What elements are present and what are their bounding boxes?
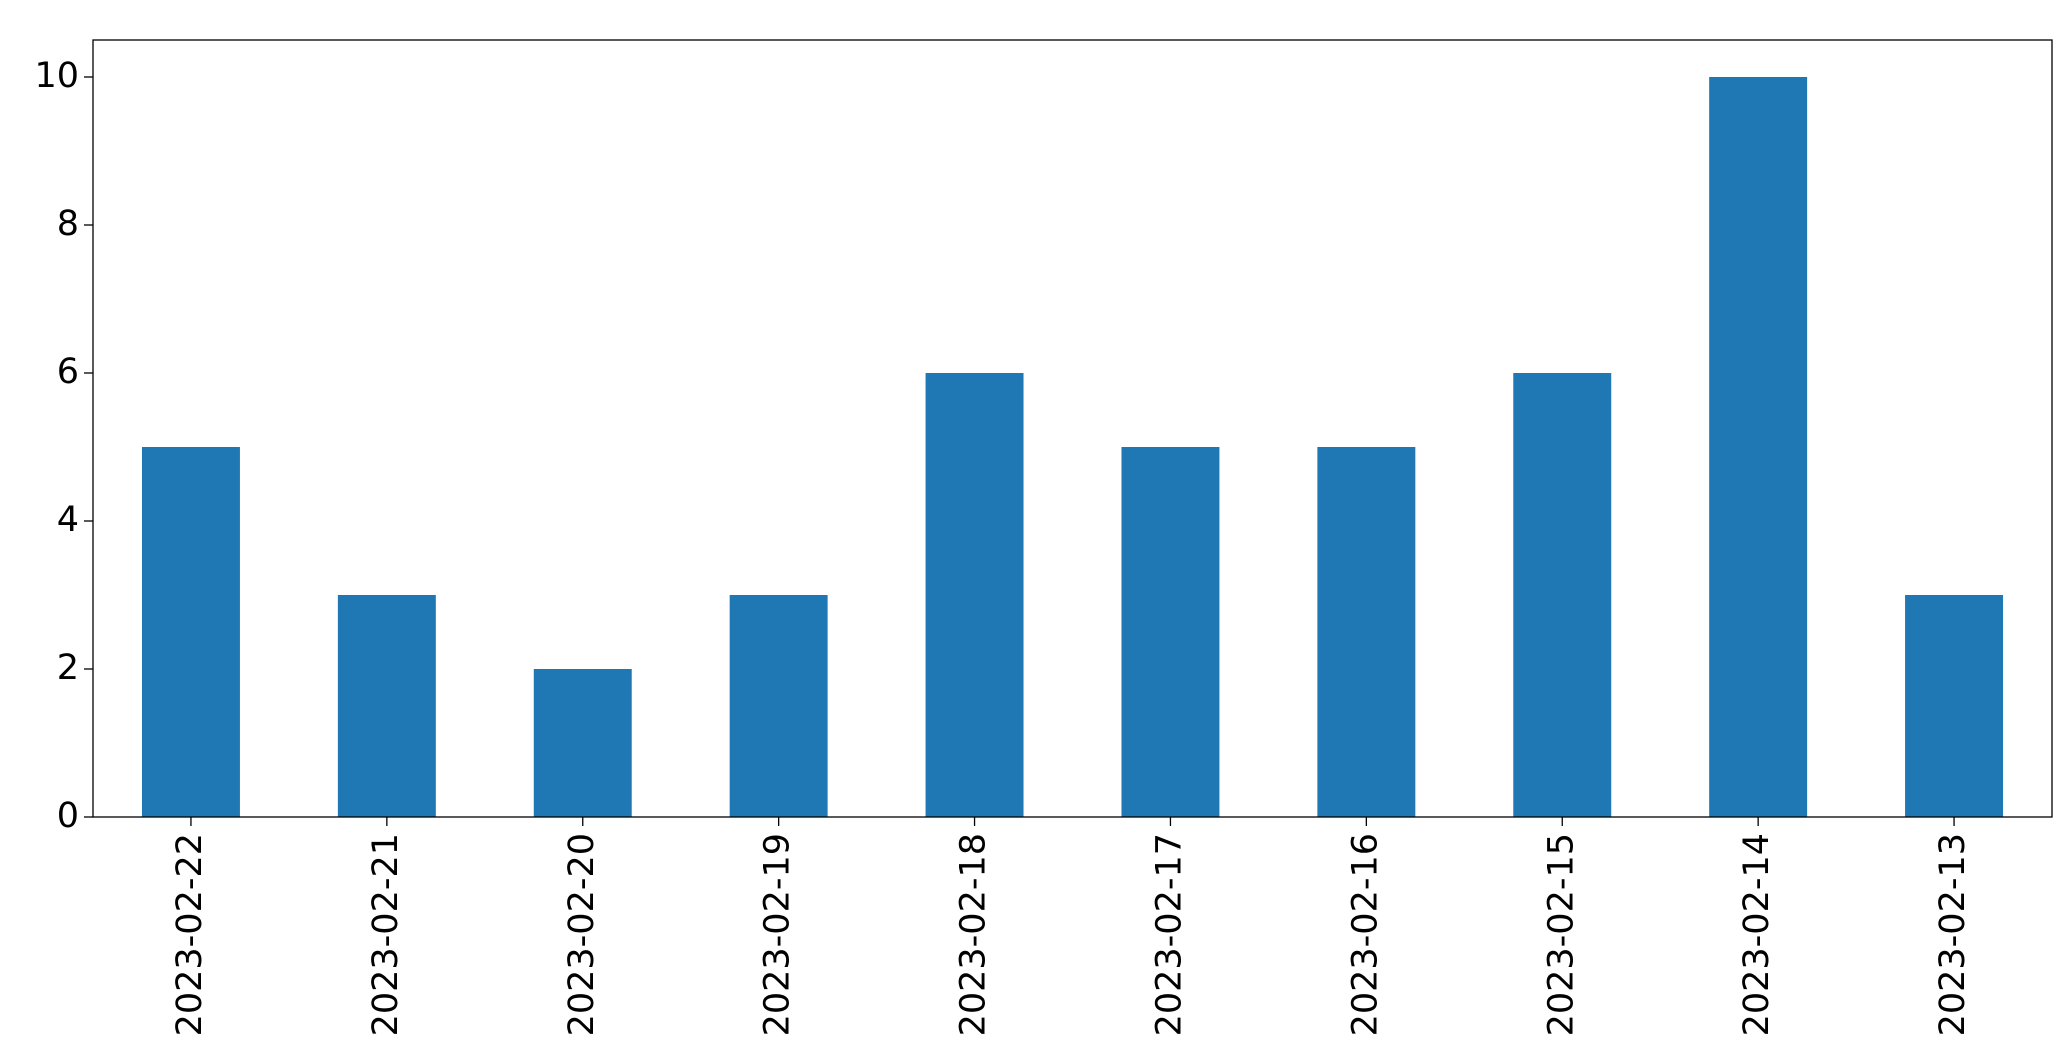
x-tick-label: 2023-02-19 [758, 833, 798, 1036]
x-tick-label: 2023-02-20 [562, 833, 602, 1036]
bar [1513, 373, 1612, 817]
x-tick-label: 2023-02-13 [1933, 833, 1973, 1036]
bar [1121, 447, 1220, 817]
x-tick-label: 2023-02-14 [1737, 833, 1777, 1036]
bar [1317, 447, 1416, 817]
x-tick-label: 2023-02-21 [366, 833, 406, 1036]
x-tick-label: 2023-02-22 [170, 833, 210, 1036]
y-tick-label: 8 [57, 204, 79, 244]
bar [1905, 595, 2004, 817]
x-tick-label: 2023-02-18 [954, 833, 994, 1036]
bar [1709, 77, 1808, 817]
y-tick-label: 2 [57, 648, 79, 688]
bar [729, 595, 828, 817]
x-tick-label: 2023-02-15 [1541, 833, 1581, 1036]
y-tick-label: 10 [34, 56, 79, 96]
bar [337, 595, 436, 817]
bar [925, 373, 1024, 817]
y-tick-label: 6 [57, 352, 79, 392]
x-tick-label: 2023-02-17 [1149, 833, 1189, 1036]
y-tick-label: 4 [57, 500, 79, 540]
y-tick-label: 0 [57, 796, 79, 836]
bar [533, 669, 632, 817]
x-tick-label: 2023-02-16 [1345, 833, 1385, 1036]
plot-frame [92, 39, 2053, 818]
bar [141, 447, 240, 817]
